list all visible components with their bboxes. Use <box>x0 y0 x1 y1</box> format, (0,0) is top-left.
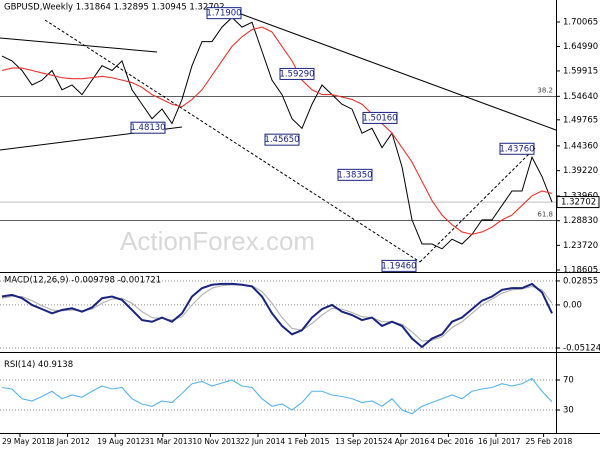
x-tick-label: 4 Dec 2016 <box>430 437 473 446</box>
trendline <box>0 37 158 53</box>
x-tick-label: 25 Feb 2018 <box>526 437 573 446</box>
annotation-label: 1.59290 <box>279 69 314 79</box>
y-tick-label: 0.02855 <box>563 276 598 286</box>
last-price-box <box>556 196 600 209</box>
annotation-box <box>499 142 535 155</box>
panel-title: GBPUSD,Weekly 1.31864 1.32895 1.30945 1.… <box>4 3 225 13</box>
dashed-trendline <box>419 147 536 263</box>
y-tick-label: -0.05124 <box>563 343 600 353</box>
annotation-box <box>130 121 166 134</box>
x-tick-label: 10 Nov 2013 <box>192 437 240 446</box>
y-tick-label: 1.23720 <box>563 241 598 251</box>
annotation-label: 1.50160 <box>362 113 397 123</box>
series-line <box>1 282 553 349</box>
annotation-box <box>362 111 398 124</box>
annotation-box <box>381 259 417 272</box>
y-tick-label: 1.39220 <box>563 166 598 176</box>
x-tick-label: 24 Apr 2016 <box>383 437 430 446</box>
annotation-label: 1.38350 <box>337 170 372 180</box>
fib-label: 61.8 <box>537 211 553 219</box>
y-tick-label: 30 <box>563 406 574 416</box>
y-tick-label: 1.70065 <box>563 18 598 28</box>
series-line <box>1 284 553 342</box>
series-line <box>1 377 553 415</box>
panel-title: MACD(12,26,9) -0.009798 -0.001721 <box>4 276 161 286</box>
annotation-label: 1.19460 <box>381 261 416 271</box>
y-tick-label: 1.18605 <box>563 266 598 276</box>
watermark: ActionForex.com <box>120 226 315 256</box>
y-tick-label: 1.54640 <box>563 92 598 102</box>
annotation-label: 1.43760 <box>499 144 534 154</box>
x-tick-label: 13 Sep 2015 <box>335 437 383 446</box>
x-tick-label: 31 Mar 2013 <box>145 437 193 446</box>
annotation-box <box>206 7 242 20</box>
x-tick-label: 1 Feb 2015 <box>288 437 330 446</box>
x-tick-label: 29 May 2011 <box>2 437 51 446</box>
y-tick-label: 1.44360 <box>563 141 598 151</box>
annotation-label: 1.45650 <box>264 135 299 145</box>
last-price-label: 1.32702 <box>561 198 596 208</box>
y-tick-label: 1.28830 <box>563 216 598 226</box>
y-tick-label: 70 <box>563 376 574 386</box>
annotation-box <box>337 168 373 181</box>
y-tick-label: 1.49765 <box>563 115 598 125</box>
panel-title: RSI(14) 40.9138 <box>4 360 73 370</box>
y-tick-label: 0.00 <box>563 300 582 310</box>
y-tick-label: 1.59915 <box>563 66 598 76</box>
x-tick-label: 19 Aug 2012 <box>97 437 145 446</box>
y-tick-label: 1.64990 <box>563 42 598 52</box>
series-line <box>1 26 553 235</box>
x-tick-label: 8 Jan 2012 <box>50 437 90 446</box>
annotation-box <box>279 67 315 80</box>
x-tick-label: 22 Jun 2014 <box>240 437 285 446</box>
fib-label: 38.2 <box>537 86 553 94</box>
dashed-trendline <box>44 19 421 263</box>
x-tick-label: 16 Jul 2017 <box>478 437 521 446</box>
trendline <box>240 13 557 131</box>
annotation-label: 1.48130 <box>130 123 165 133</box>
annotation-label: 1.71900 <box>206 9 241 19</box>
annotation-box <box>264 133 300 146</box>
